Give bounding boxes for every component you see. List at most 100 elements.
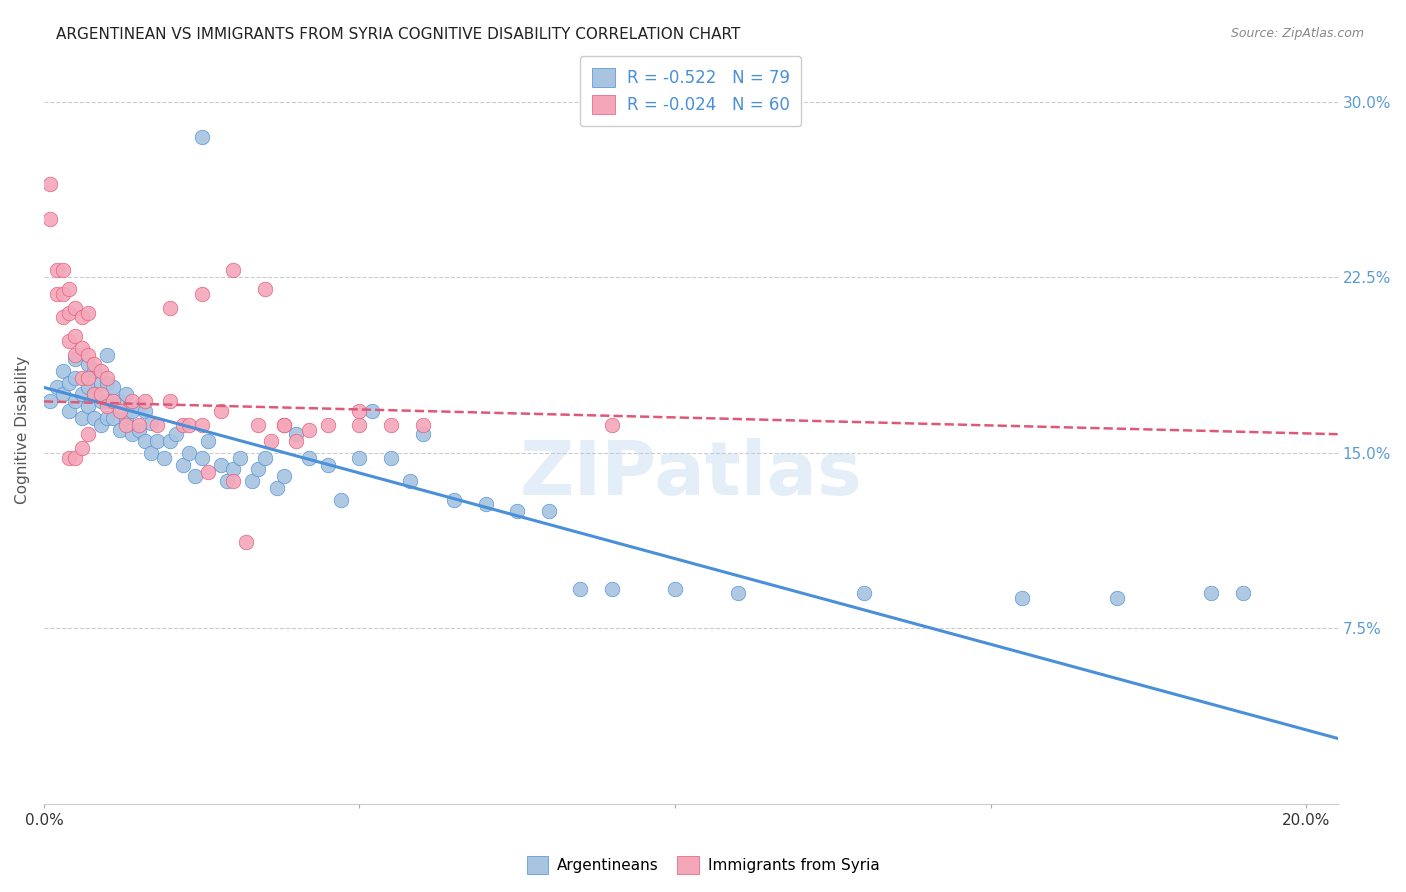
Point (103, 394, 125, 409)
Point (172, 458, 194, 472)
Point (90, 387, 112, 401)
Point (853, 586, 876, 600)
Point (600, 582, 623, 596)
Point (70, 442, 93, 456)
Point (349, 417, 371, 432)
Point (190, 286, 212, 301)
Point (141, 416, 163, 430)
Point (77, 357, 100, 371)
Point (247, 417, 270, 432)
Point (70, 387, 93, 401)
Point (103, 380, 125, 394)
Point (506, 504, 529, 518)
Point (190, 130, 212, 145)
Point (83, 364, 105, 378)
Point (349, 404, 371, 418)
Text: ZIPatlas: ZIPatlas (519, 438, 862, 511)
Point (285, 427, 308, 442)
Point (247, 462, 270, 476)
Point (412, 417, 434, 432)
Point (70, 371, 93, 385)
Point (285, 434, 308, 449)
Point (65, 329, 87, 343)
Point (152, 450, 174, 465)
Point (65, 394, 87, 409)
Point (349, 450, 371, 465)
Point (159, 394, 181, 409)
Point (83, 387, 105, 401)
Point (115, 387, 138, 401)
Point (77, 348, 100, 362)
Point (128, 399, 150, 413)
Point (70, 341, 93, 355)
Point (329, 492, 352, 507)
Point (361, 404, 384, 418)
Point (58, 334, 80, 348)
Point (39, 394, 62, 409)
Point (222, 474, 245, 488)
Point (399, 474, 422, 488)
Point (569, 582, 592, 596)
Point (146, 434, 169, 449)
Point (253, 450, 276, 465)
Point (77, 399, 100, 413)
Point (52, 364, 75, 378)
Point (65, 371, 87, 385)
Point (39, 177, 62, 191)
Point (1011, 591, 1033, 605)
Point (96, 371, 118, 385)
Point (83, 410, 105, 425)
Point (412, 427, 434, 442)
Point (134, 404, 156, 418)
Point (184, 469, 207, 483)
Legend: Argentineans, Immigrants from Syria: Argentineans, Immigrants from Syria (520, 850, 886, 880)
Point (108, 423, 131, 437)
Point (65, 301, 87, 315)
Point (45, 286, 67, 301)
Point (39, 211, 62, 226)
Point (298, 450, 321, 465)
Point (96, 394, 118, 409)
Point (108, 404, 131, 418)
Point (146, 417, 169, 432)
Point (77, 305, 100, 319)
Point (197, 434, 219, 449)
Point (77, 427, 100, 442)
Point (209, 458, 232, 472)
Point (443, 492, 465, 507)
Point (727, 586, 749, 600)
Point (128, 423, 150, 437)
Point (240, 474, 263, 488)
Point (273, 417, 295, 432)
Point (222, 263, 245, 277)
Point (77, 380, 100, 394)
Point (52, 387, 75, 401)
Point (121, 427, 143, 442)
Point (159, 434, 181, 449)
Point (58, 282, 80, 296)
Point (222, 462, 245, 476)
Point (121, 394, 143, 409)
Point (273, 417, 295, 432)
Point (177, 417, 200, 432)
Point (52, 263, 75, 277)
Text: ARGENTINEAN VS IMMIGRANTS FROM SYRIA COGNITIVE DISABILITY CORRELATION CHART: ARGENTINEAN VS IMMIGRANTS FROM SYRIA COG… (56, 27, 741, 42)
Point (316, 417, 339, 432)
Point (90, 417, 112, 432)
Legend: R = -0.522   N = 79, R = -0.024   N = 60: R = -0.522 N = 79, R = -0.024 N = 60 (581, 56, 801, 126)
Point (298, 423, 321, 437)
Point (197, 465, 219, 479)
Point (266, 481, 288, 495)
Point (177, 446, 200, 460)
Point (235, 534, 257, 549)
Point (70, 310, 93, 325)
Point (316, 458, 339, 472)
Point (134, 394, 156, 409)
Point (83, 387, 105, 401)
Point (273, 469, 295, 483)
Point (115, 410, 138, 425)
Point (58, 305, 80, 319)
Point (159, 301, 181, 315)
Point (90, 364, 112, 378)
Point (96, 410, 118, 425)
